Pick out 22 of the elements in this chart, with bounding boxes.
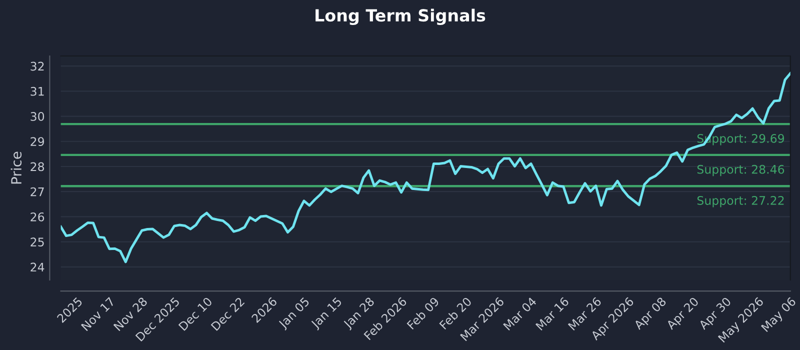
y-tick-label: 27 <box>30 187 44 196</box>
y-tick-label: 25 <box>30 238 44 246</box>
line-series <box>60 72 790 264</box>
y-axis-title: Price <box>10 152 22 184</box>
x-tick-label: Jan 15 <box>310 296 344 331</box>
y-tick-label: 30 <box>30 112 44 121</box>
y-tick-label: 28 <box>30 162 44 172</box>
x-tick-label: Dec 22 <box>210 296 245 332</box>
x-tick-label: Mar 04 <box>502 296 537 331</box>
ref-line-label: Support: 27.22 <box>697 196 784 208</box>
y-tick-label: 26 <box>30 212 44 222</box>
ref-line-label: Support: 28.46 <box>697 164 784 176</box>
x-tick-label: Jan 05 <box>278 296 312 331</box>
y-tick-label: 24 <box>30 262 44 272</box>
x-tick-label: Feb 09 <box>406 296 440 330</box>
y-tick-label: 29 <box>30 137 44 146</box>
x-tick-label: Apr 08 <box>633 296 668 332</box>
chart-title: Long Term Signals <box>316 8 486 26</box>
x-tick-label: Apr 20 <box>666 296 701 332</box>
y-tick-label: 31 <box>30 86 44 96</box>
y-tick-label: 32 <box>30 62 44 71</box>
x-tick-label: Mar 16 <box>535 296 570 331</box>
